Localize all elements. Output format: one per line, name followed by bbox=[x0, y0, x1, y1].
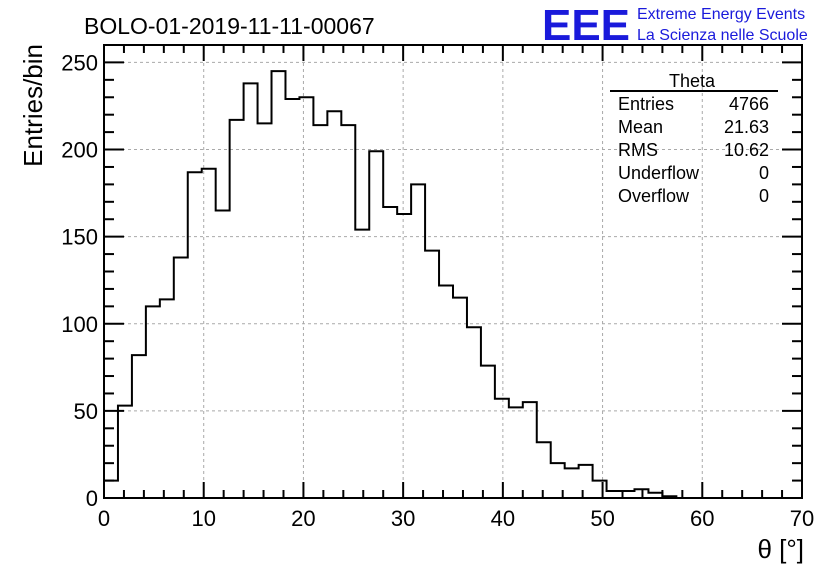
y-tick-label: 0 bbox=[86, 486, 98, 511]
x-tick-label: 30 bbox=[391, 506, 415, 531]
x-tick-label: 40 bbox=[491, 506, 515, 531]
stats-row-label: Entries bbox=[618, 94, 674, 114]
x-tick-label: 60 bbox=[690, 506, 714, 531]
eee-logo: EEE Extreme Energy Events La Scienza nel… bbox=[542, 1, 808, 50]
stats-box-title: Theta bbox=[669, 71, 716, 91]
x-axis-label: θ [°] bbox=[757, 534, 804, 564]
grid-lines bbox=[104, 45, 802, 498]
stats-row-value: 10.62 bbox=[724, 140, 769, 160]
eee-logo-line2: La Scienza nelle Scuole bbox=[637, 27, 808, 44]
x-tick-label: 0 bbox=[98, 506, 110, 531]
x-tick-label: 20 bbox=[291, 506, 315, 531]
y-tick-label: 100 bbox=[61, 312, 98, 337]
stats-row-value: 21.63 bbox=[724, 117, 769, 137]
plot-frame bbox=[103, 44, 803, 499]
y-tick-label: 150 bbox=[61, 225, 98, 250]
stats-row-value: 4766 bbox=[729, 94, 769, 114]
chart-title: BOLO-01-2019-11-11-00067 bbox=[84, 13, 375, 39]
stats-row-value: 0 bbox=[759, 186, 769, 206]
eee-logo-line1: Extreme Energy Events bbox=[637, 6, 805, 23]
stats-row-label: Mean bbox=[618, 117, 663, 137]
y-tick-label: 200 bbox=[61, 138, 98, 163]
stats-row-label: RMS bbox=[618, 140, 658, 160]
tick-labels: 0 10 20 30 40 50 60 70 0 50 100 150 200 250 bbox=[61, 50, 814, 531]
x-tick-label: 10 bbox=[191, 506, 215, 531]
stats-box: Theta Entries 4766 Mean 21.63 RMS 10.62 Underf… bbox=[610, 71, 778, 206]
y-tick-label: 250 bbox=[61, 50, 98, 75]
y-tick-label: 50 bbox=[74, 399, 98, 424]
stats-row-value: 0 bbox=[759, 163, 769, 183]
eee-logo-mark: EEE bbox=[542, 1, 630, 50]
axis-ticks bbox=[103, 44, 803, 499]
stats-row-label: Overflow bbox=[618, 186, 690, 206]
x-tick-label: 50 bbox=[590, 506, 614, 531]
y-axis-label: Entries/bin bbox=[18, 44, 48, 167]
x-tick-label: 70 bbox=[790, 506, 814, 531]
stats-row-label: Underflow bbox=[618, 163, 700, 183]
histogram-outline bbox=[103, 70, 802, 499]
